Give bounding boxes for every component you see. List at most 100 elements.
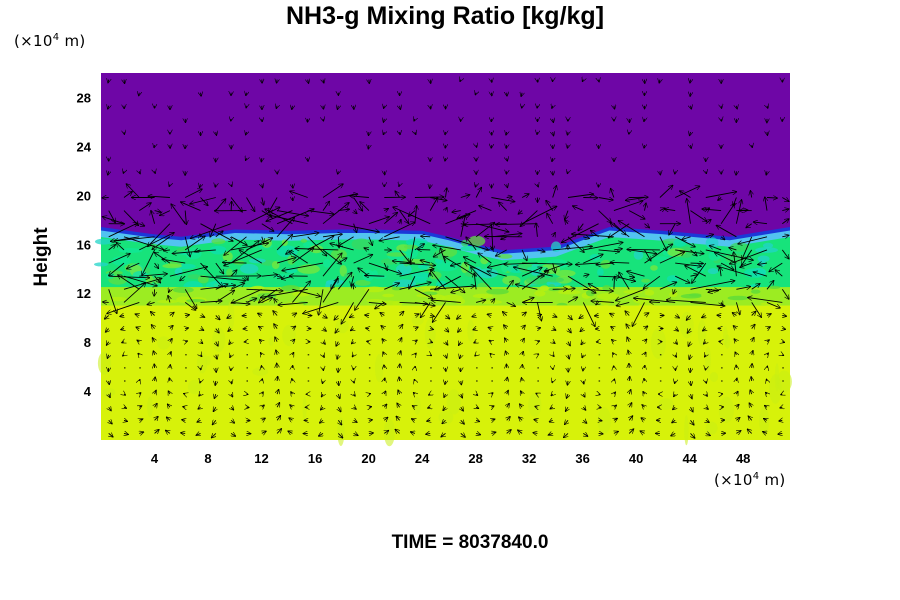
heatmap-transition-patch	[382, 293, 395, 298]
heatmap-lower-streak	[528, 393, 542, 417]
heatmap-lower-streak	[680, 311, 694, 339]
wind-vector	[108, 80, 109, 83]
wind-vector	[520, 210, 538, 227]
wind-vector	[290, 405, 293, 407]
wind-vector	[415, 314, 419, 316]
wind-vector	[721, 302, 723, 305]
heatmap-mixed-patch	[673, 238, 687, 247]
wind-vector	[514, 267, 553, 277]
wind-vector	[582, 80, 583, 82]
wind-vector	[581, 342, 583, 345]
wind-vector	[549, 420, 553, 422]
wind-vector	[506, 197, 512, 198]
wind-vector	[767, 106, 768, 109]
wind-vector	[171, 204, 186, 224]
wind-vector	[384, 106, 385, 109]
wind-vector	[277, 416, 281, 421]
wind-vector	[114, 236, 155, 241]
wind-vector	[169, 289, 170, 292]
wind-vector	[704, 342, 706, 344]
wind-vector	[718, 198, 721, 201]
wind-vector	[338, 433, 343, 438]
wind-vector	[415, 353, 416, 355]
wind-vector	[183, 407, 186, 408]
wind-vector	[292, 313, 296, 315]
wind-vector	[180, 275, 186, 281]
wind-vector	[155, 416, 159, 420]
wind-vector	[627, 271, 645, 277]
heatmap-transition-patch	[750, 289, 761, 294]
wind-vector	[292, 326, 295, 328]
wind-vector	[767, 353, 768, 355]
wind-vector	[148, 223, 171, 247]
wind-vector	[137, 340, 139, 342]
wind-vector	[184, 289, 197, 308]
wind-vector	[496, 249, 507, 256]
wind-vector	[399, 263, 436, 265]
wind-vector	[461, 433, 466, 437]
wind-vector	[307, 210, 334, 215]
heatmap-transition-patch	[364, 286, 385, 293]
x-tick-label: 16	[308, 451, 322, 466]
wind-vector	[142, 249, 156, 276]
wind-vector	[736, 391, 738, 394]
wind-vector	[400, 311, 404, 315]
wind-vector	[352, 355, 353, 357]
wind-vector	[231, 433, 236, 436]
wind-vector	[435, 275, 462, 290]
wind-vector	[614, 418, 618, 420]
wind-vector	[476, 145, 477, 147]
wind-vector	[567, 275, 596, 293]
wind-vector	[118, 275, 140, 290]
wind-vector	[262, 184, 263, 187]
wind-vector	[567, 194, 594, 198]
wind-vector	[522, 351, 523, 354]
wind-vector	[260, 340, 262, 342]
wind-vector	[491, 393, 493, 394]
heatmap-mixed-patch	[197, 275, 209, 284]
wind-vector	[552, 381, 553, 383]
wind-vector	[591, 301, 614, 303]
heatmap-mixed-patch	[95, 238, 113, 245]
wind-vector	[553, 342, 555, 344]
wind-vector	[612, 340, 614, 342]
wind-vector	[384, 430, 388, 433]
wind-vector	[552, 158, 553, 161]
wind-vector	[276, 106, 277, 109]
wind-vector	[139, 380, 140, 381]
wind-vector	[155, 430, 160, 434]
wind-vector	[614, 379, 615, 381]
chart-title: NH3-g Mixing Ratio [kg/kg]	[285, 2, 605, 30]
wind-vector	[490, 354, 491, 355]
wind-vector	[216, 342, 218, 346]
wind-vector	[105, 329, 108, 333]
heatmap-mixed-patch	[467, 235, 486, 247]
wind-vector	[246, 207, 280, 225]
wind-vector	[780, 407, 783, 408]
wind-vector	[230, 355, 231, 358]
wind-vector	[414, 244, 425, 251]
wind-vector	[611, 188, 614, 198]
heatmap-mixed-patch	[597, 268, 604, 277]
wind-vector	[261, 223, 274, 232]
wind-vector	[515, 284, 538, 290]
wind-vector	[518, 430, 523, 433]
wind-vector	[613, 201, 643, 212]
heatmap-mixed-patch	[386, 252, 407, 257]
wind-vector	[432, 302, 446, 322]
wind-vector	[322, 201, 330, 211]
wind-vector	[507, 417, 511, 421]
heatmap-transition-patch	[539, 285, 549, 292]
heatmap-lower-streak	[337, 417, 345, 446]
wind-vector	[139, 432, 143, 433]
wind-vector	[459, 342, 461, 346]
wind-vector	[446, 207, 448, 210]
heatmap-lower-streak	[212, 327, 226, 353]
wind-vector	[201, 93, 202, 97]
wind-vector	[172, 249, 216, 254]
wind-vector	[625, 197, 645, 201]
wind-vector	[104, 316, 108, 320]
wind-vector	[366, 328, 369, 329]
y-tick-label: 28	[77, 91, 91, 106]
